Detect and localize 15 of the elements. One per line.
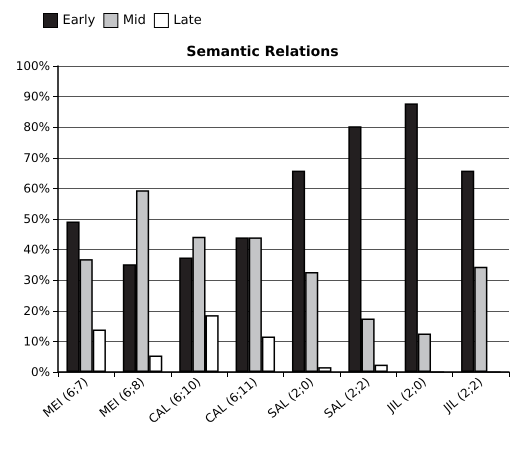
y-tick-label: 100%	[16, 59, 50, 73]
y-tick-label: 10%	[23, 334, 50, 348]
legend-label: Late	[173, 13, 202, 28]
y-tick-label: 80%	[23, 120, 50, 134]
y-tick-label: 40%	[23, 242, 50, 257]
y-tick-label: 90%	[23, 90, 50, 104]
y-tick-label: 50%	[23, 212, 50, 226]
y-tick-label: 0%	[30, 365, 50, 379]
legend-label: Early	[62, 13, 96, 28]
legend-label: Mid	[122, 13, 146, 28]
y-tick-label: 70%	[23, 150, 50, 165]
chart-title: Semantic Relations	[186, 44, 339, 60]
y-tick-label: 60%	[23, 181, 50, 196]
y-tick-label: 30%	[23, 273, 50, 288]
y-tick-label: 20%	[23, 304, 50, 318]
